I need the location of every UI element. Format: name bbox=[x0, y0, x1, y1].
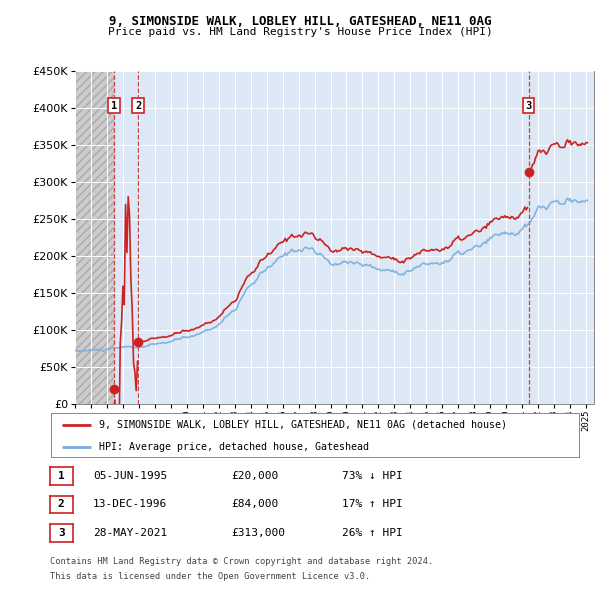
Text: 3: 3 bbox=[526, 101, 532, 111]
Text: 9, SIMONSIDE WALK, LOBLEY HILL, GATESHEAD, NE11 0AG (detached house): 9, SIMONSIDE WALK, LOBLEY HILL, GATESHEA… bbox=[98, 419, 506, 430]
Text: £84,000: £84,000 bbox=[231, 500, 278, 509]
Bar bbox=[114, 71, 138, 404]
Text: Price paid vs. HM Land Registry's House Price Index (HPI): Price paid vs. HM Land Registry's House … bbox=[107, 27, 493, 37]
Text: £20,000: £20,000 bbox=[231, 471, 278, 481]
Text: 3: 3 bbox=[58, 528, 65, 537]
Text: 9, SIMONSIDE WALK, LOBLEY HILL, GATESHEAD, NE11 0AG: 9, SIMONSIDE WALK, LOBLEY HILL, GATESHEA… bbox=[109, 15, 491, 28]
Text: 2: 2 bbox=[58, 500, 65, 509]
Text: 1: 1 bbox=[110, 101, 117, 111]
Text: 26% ↑ HPI: 26% ↑ HPI bbox=[342, 528, 403, 537]
Bar bbox=[529, 71, 594, 404]
Text: This data is licensed under the Open Government Licence v3.0.: This data is licensed under the Open Gov… bbox=[50, 572, 370, 581]
Text: HPI: Average price, detached house, Gateshead: HPI: Average price, detached house, Gate… bbox=[98, 442, 368, 451]
Text: 73% ↓ HPI: 73% ↓ HPI bbox=[342, 471, 403, 481]
Text: 17% ↑ HPI: 17% ↑ HPI bbox=[342, 500, 403, 509]
Text: 05-JUN-1995: 05-JUN-1995 bbox=[93, 471, 167, 481]
Text: 1: 1 bbox=[58, 471, 65, 481]
Text: 13-DEC-1996: 13-DEC-1996 bbox=[93, 500, 167, 509]
Bar bbox=[75, 71, 114, 404]
Text: £313,000: £313,000 bbox=[231, 528, 285, 537]
Text: 2: 2 bbox=[135, 101, 141, 111]
Text: 28-MAY-2021: 28-MAY-2021 bbox=[93, 528, 167, 537]
Text: Contains HM Land Registry data © Crown copyright and database right 2024.: Contains HM Land Registry data © Crown c… bbox=[50, 558, 433, 566]
